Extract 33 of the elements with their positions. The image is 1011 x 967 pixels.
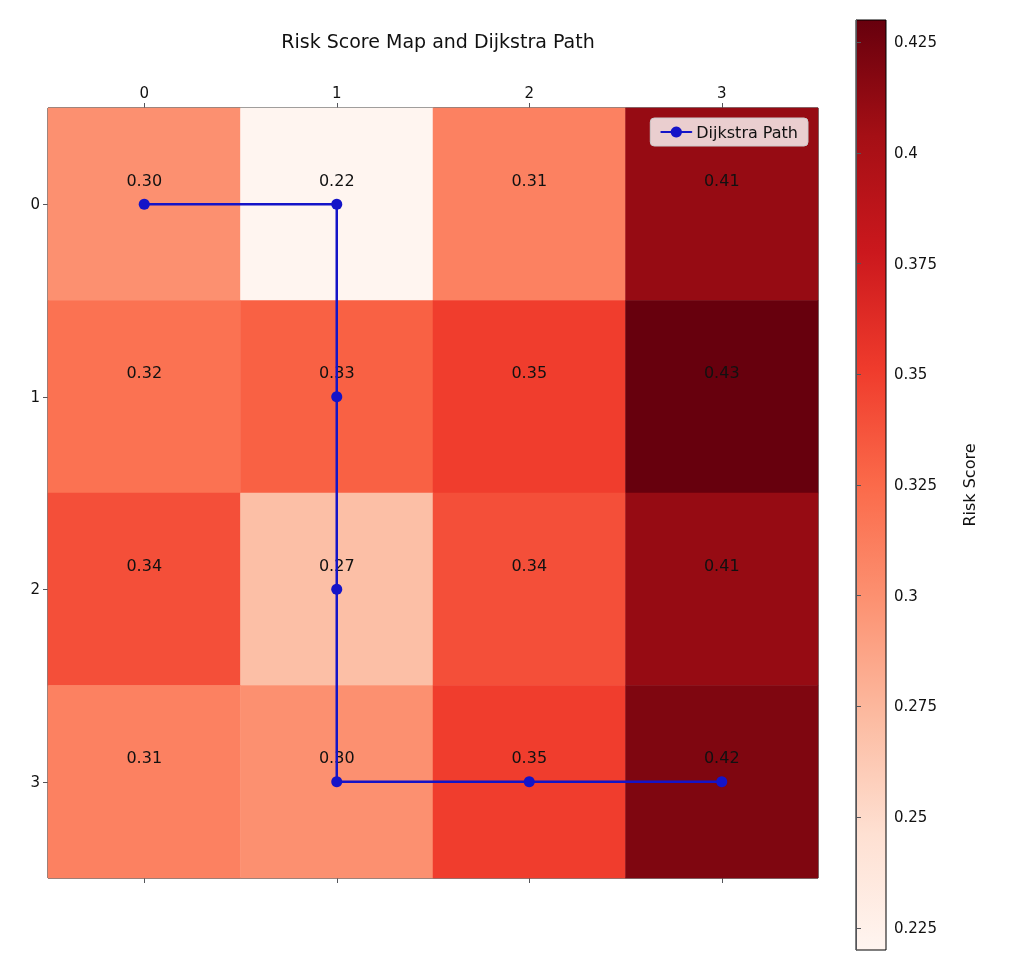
y-tick-label: 0 [30,195,40,214]
data-label: 0.35 [511,748,548,768]
color-bar-label: 0.25 [894,808,928,827]
data-label: 0.31 [126,748,163,768]
data-label: 0.31 [511,170,548,190]
color-bar-title: Risk Score [959,443,979,527]
chart-title: Risk Score Map and Dijkstra Path [281,29,595,52]
color-bar-label: 0.275 [894,697,937,716]
data-label: 0.41 [703,170,740,190]
y-tick-label: 1 [30,387,40,406]
data-label: 0.34 [511,555,548,575]
data-label: 0.22 [318,170,355,190]
data-label: 0.35 [511,363,548,383]
color-bar-label: 0.225 [894,918,937,937]
color-bar-label: 0.425 [894,33,937,52]
y-tick-label: 2 [30,580,40,599]
x-tick-label: 2 [524,83,535,102]
color-bar-label: 0.375 [894,254,937,273]
data-label: 0.34 [126,555,163,575]
x-tick-label: 1 [331,83,342,102]
data-label: 0.43 [703,363,740,383]
data-label: 0.41 [703,555,740,575]
color-bar-label: 0.35 [894,365,928,384]
color-bar-label: 0.325 [894,476,937,494]
color-bar-label: 0.4 [894,143,918,162]
x-tick-label: 0 [139,83,150,102]
data-label: 0.30 [126,170,163,190]
legend-label: Dijkstra Path [696,122,798,142]
data-label: 0.42 [703,748,740,768]
y-tick-label: 3 [30,772,40,791]
data-label: 0.32 [126,363,163,383]
color-bar-label: 0.3 [894,586,918,605]
x-tick-label: 3 [716,83,727,102]
